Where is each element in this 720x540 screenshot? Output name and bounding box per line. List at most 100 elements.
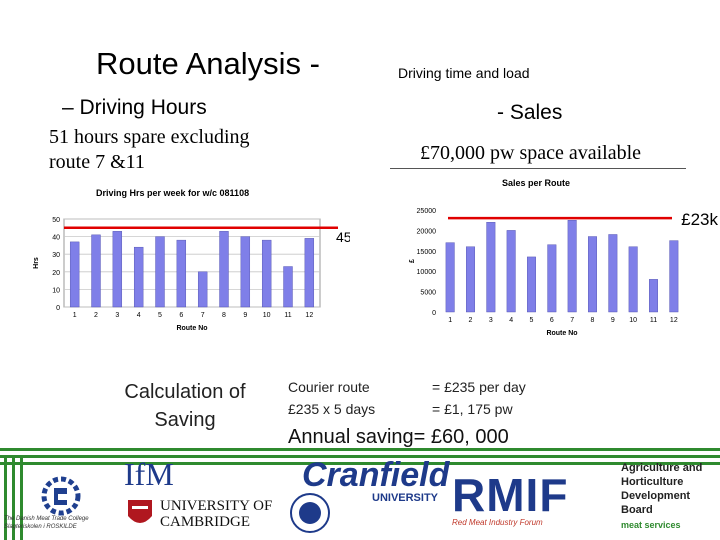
y-tick-label: 20 (52, 270, 60, 277)
cambridge-line2: CAMBRIDGE (160, 514, 251, 530)
ahdb-line3: Development (621, 490, 691, 502)
bar (219, 231, 229, 308)
y-tick-label: 20000 (417, 228, 437, 235)
bar (283, 266, 293, 308)
courier-route-label: Courier route (288, 379, 370, 395)
y-tick-label: 0 (56, 305, 60, 312)
bar (240, 236, 251, 308)
y-tick-label: 50 (52, 217, 60, 224)
y-tick-label: 10000 (417, 269, 437, 276)
x-tick-label: 4 (137, 312, 141, 319)
bar (69, 241, 80, 308)
ahdb-logo: Agriculture and Horticulture Development… (621, 461, 702, 517)
slide-title: Route Analysis - (96, 46, 320, 81)
ahdb-line4: Board (621, 504, 653, 516)
bar (466, 246, 475, 313)
y-tick-label: 5000 (420, 290, 436, 297)
sales-chart: Sales per Route 0 5000 10000 15000 20000 25000… (409, 178, 718, 337)
cost-per-day: = £235 per day (432, 379, 526, 395)
y-tick-label: 0 (432, 310, 436, 317)
courier-route-result: = £235 per day = £1, 175 pw (432, 376, 526, 420)
bar (527, 256, 536, 313)
bar (261, 239, 272, 308)
x-tick-label: 5 (530, 317, 534, 324)
plot-area (63, 218, 321, 308)
danish-college-name: The Danish Meat Trade College (4, 516, 89, 522)
annual-saving: Annual saving= £60, 000 (288, 426, 509, 448)
driving-hours-note-line1: 51 hours spare excluding (49, 126, 250, 148)
rmif-sub: Red Meat Industry Forum (452, 518, 543, 527)
x-tick-label: 8 (222, 312, 226, 319)
x-tick-label: 5 (158, 312, 162, 319)
cranfield-logo: Cranfield (302, 456, 450, 494)
bar (176, 239, 187, 308)
bar (197, 271, 208, 308)
bar (628, 246, 638, 313)
slide-subtitle: Driving time and load (398, 65, 530, 81)
x-tick-label: 1 (448, 317, 452, 324)
sales-divider (390, 168, 686, 169)
x-tick-label: 10 (629, 317, 637, 324)
bar (486, 222, 496, 313)
plot-area (439, 209, 685, 313)
sales-heading: - Sales (497, 101, 563, 124)
calculation-title-line2: Saving (154, 409, 216, 431)
x-tick-label: 6 (550, 317, 554, 324)
x-axis-label: Route No (546, 330, 577, 337)
threshold-label: 45 hrs (336, 229, 350, 245)
bar (567, 220, 577, 313)
x-tick-label: 7 (570, 317, 574, 324)
y-axis-label: £ (409, 259, 416, 263)
calculation-title: Calculation of Saving (100, 378, 270, 434)
x-tick-label: 11 (284, 312, 291, 319)
courier-route-calc: Courier route £235 x 5 days (288, 376, 375, 420)
bar (506, 230, 516, 313)
courier-route-formula: £235 x 5 days (288, 401, 376, 417)
x-tick-label: 3 (489, 317, 493, 324)
y-tick-label: 25000 (417, 208, 437, 215)
cranfield-sub: UNIVERSITY (372, 492, 439, 504)
cambridge-crest-icon (128, 500, 152, 523)
cambridge-logo: UNIVERSITY OF CAMBRIDGE (160, 498, 272, 530)
ifm-logo: IfM (124, 456, 174, 492)
x-tick-label: 1 (73, 312, 77, 319)
driving-hours-note: 51 hours spare excluding route 7 &11 (49, 125, 319, 175)
cost-per-week: = £1, 175 pw (432, 401, 513, 417)
driving-hours-note-line2: route 7 &11 (49, 151, 145, 173)
vstripe-1 (4, 455, 7, 540)
bar (91, 234, 101, 308)
calculation-title-line1: Calculation of (124, 381, 246, 403)
bar (547, 244, 557, 313)
x-tick-label: 12 (670, 317, 678, 324)
x-tick-label: 7 (201, 312, 205, 319)
bar (608, 234, 618, 313)
x-tick-label: 12 (305, 312, 313, 319)
x-tick-label: 3 (115, 312, 119, 319)
driving-hours-heading: – Driving Hours (62, 96, 207, 119)
danish-college-logo-icon (41, 476, 81, 516)
ahdb-line1: Agriculture and (621, 462, 703, 474)
stripe-1 (0, 448, 720, 451)
bar (588, 236, 597, 313)
danish-college-subname: Slagteriskolen i ROSKILDE (4, 524, 77, 530)
ahdb-line2: Horticulture (621, 476, 684, 488)
bar (445, 242, 455, 313)
stripe-2 (0, 455, 720, 458)
cranfield-seal-icon (290, 493, 330, 533)
x-tick-label: 2 (469, 317, 473, 324)
x-axis-label: Route No (176, 325, 207, 332)
cambridge-line1: UNIVERSITY OF (160, 498, 273, 514)
bar (304, 238, 315, 308)
rmif-logo: RMIF (452, 469, 569, 521)
y-tick-label: 15000 (417, 249, 437, 256)
y-tick-label: 40 (52, 235, 60, 242)
stripe-3 (0, 462, 720, 465)
x-tick-label: 4 (509, 317, 513, 324)
bar (669, 240, 679, 313)
sales-note: £70,000 pw space available (420, 142, 642, 164)
x-tick-label: 2 (94, 312, 98, 319)
driving-hours-chart: Driving Hrs per week for w/c 081108 0 10 20… (33, 188, 350, 332)
bar (649, 279, 658, 313)
chart-title: Driving Hrs per week for w/c 081108 (96, 188, 249, 198)
x-tick-label: 8 (591, 317, 595, 324)
